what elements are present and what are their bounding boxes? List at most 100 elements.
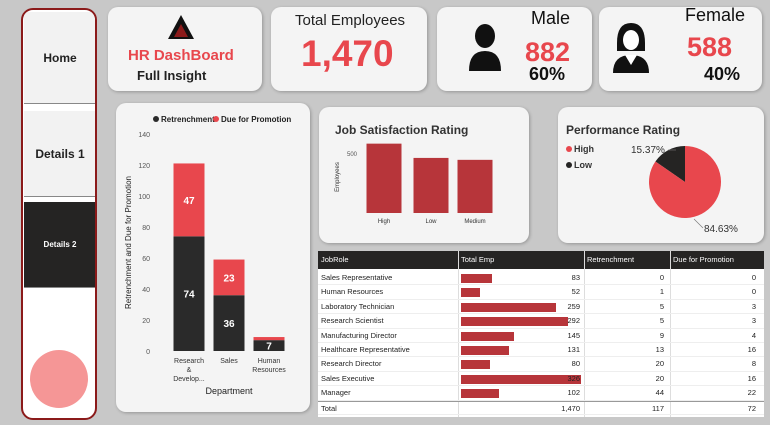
cell-retrenchment: 117 xyxy=(652,403,664,413)
pie-slice[interactable] xyxy=(655,146,685,182)
total-emp-bar xyxy=(461,331,515,341)
table-header: JobRole Total Emp Retrenchment Due for P… xyxy=(318,251,764,269)
table-row[interactable]: Research Director 80 20 8 xyxy=(318,357,764,372)
bar[interactable] xyxy=(413,157,449,213)
bar-segment[interactable] xyxy=(213,259,245,296)
cell-jobrole: Research Scientist xyxy=(321,316,384,326)
performance-card: Performance Rating High Low 15.37% 84.63% xyxy=(558,107,764,243)
legend-swatch xyxy=(566,146,572,152)
nav-home[interactable]: Home xyxy=(24,12,95,104)
header-total-emp[interactable]: Total Emp xyxy=(461,255,495,264)
total-emp-bar xyxy=(461,302,557,312)
header-retrenchment[interactable]: Retrenchment xyxy=(587,255,635,264)
table-total-row[interactable]: Total 1,470 117 72 xyxy=(318,400,764,415)
cell-retrenchment: 13 xyxy=(655,345,664,354)
bar-segment[interactable] xyxy=(173,236,205,351)
nav-circle-button[interactable] xyxy=(30,350,88,408)
pie-leader-line xyxy=(693,218,704,229)
data-label: 36 xyxy=(223,319,235,330)
y-tick-label: 20 xyxy=(142,318,150,325)
cell-total-emp: 52 xyxy=(571,287,580,297)
pie-label: 84.63% xyxy=(704,224,738,235)
nav-details-1[interactable]: Details 1 xyxy=(24,111,95,197)
table-row[interactable]: Manager 102 44 22 xyxy=(318,386,764,401)
performance-pie-chart: High Low 15.37% 84.63% xyxy=(566,144,738,235)
y-tick-label: 60 xyxy=(142,256,150,263)
y-tick-label: 140 xyxy=(138,132,150,139)
y-tick-label: 40 xyxy=(142,287,150,294)
cell-due-promotion: 16 xyxy=(747,373,756,383)
total-emp-bar xyxy=(461,288,481,298)
total-employees-card: Total Employees 1,470 xyxy=(271,7,427,91)
legend-label[interactable]: Low xyxy=(574,160,593,170)
female-value: 588 xyxy=(687,32,733,62)
cell-due-promotion: 8 xyxy=(751,359,756,369)
cell-retrenchment: 0 xyxy=(659,273,664,282)
pie-slice[interactable] xyxy=(649,146,721,219)
table-row[interactable]: Sales Executive 326 20 16 xyxy=(318,372,764,387)
female-title: Female xyxy=(685,5,746,25)
table-row[interactable]: Human Resources 52 1 0 xyxy=(318,285,764,300)
legend-label[interactable]: Retrenchment xyxy=(161,115,215,124)
bar[interactable] xyxy=(457,159,493,213)
total-employees-title: Total Employees xyxy=(295,12,406,29)
bar-segment[interactable] xyxy=(173,163,205,237)
y-tick-label: 0 xyxy=(146,349,150,356)
legend-label[interactable]: High xyxy=(574,144,594,154)
table-row[interactable]: Laboratory Technician 259 5 3 xyxy=(318,300,764,315)
total-emp-bar xyxy=(461,317,569,327)
table-row[interactable]: Research Scientist 292 5 3 xyxy=(318,314,764,329)
cell-total-emp: 102 xyxy=(567,388,580,398)
bar-segment[interactable] xyxy=(213,295,245,351)
x-tick-label: Resources xyxy=(252,367,286,374)
cell-jobrole: Laboratory Technician xyxy=(321,301,395,311)
y-tick-label: 100 xyxy=(138,194,150,201)
x-tick-label: & xyxy=(187,367,192,374)
table-row[interactable]: Manufacturing Director 145 9 4 xyxy=(318,329,764,343)
header-jobrole[interactable]: JobRole xyxy=(321,255,349,264)
cell-due-promotion: 16 xyxy=(747,345,756,354)
cell-total-emp: 83 xyxy=(571,273,580,282)
male-card: Male 882 60% xyxy=(437,7,592,91)
data-label: 47 xyxy=(183,196,195,207)
cell-retrenchment: 5 xyxy=(659,301,664,311)
total-employees-value: 1,470 xyxy=(301,33,394,74)
total-emp-bar xyxy=(461,274,492,283)
cell-total-emp: 131 xyxy=(567,345,580,354)
cell-due-promotion: 3 xyxy=(751,316,756,326)
x-tick-label: Develop... xyxy=(173,376,205,383)
cell-retrenchment: 20 xyxy=(655,373,664,383)
total-emp-bar xyxy=(461,346,510,355)
job-satisfaction-card: Job Satisfaction Rating Employees 500 High… xyxy=(319,107,529,243)
x-axis-label: Department xyxy=(205,386,253,396)
total-emp-bar xyxy=(461,374,581,384)
cell-jobrole: Healthcare Representative xyxy=(321,345,410,354)
brand-card: HR DashBoard Full Insight xyxy=(108,7,262,91)
x-tick-label: Low xyxy=(425,219,437,225)
cell-retrenchment: 44 xyxy=(655,388,664,398)
brand-subtitle: Full Insight xyxy=(137,68,207,83)
header-due-promotion[interactable]: Due for Promotion xyxy=(673,255,734,264)
nav-home-label: Home xyxy=(43,50,77,65)
male-person-icon xyxy=(469,24,501,71)
table-row[interactable]: Healthcare Representative 131 13 16 xyxy=(318,343,764,358)
cell-retrenchment: 20 xyxy=(655,359,664,369)
bar-segment[interactable] xyxy=(253,337,285,341)
brand-title: HR DashBoard xyxy=(128,47,234,64)
job-satisfaction-bar-chart: Employees 500 High Low Medium xyxy=(335,143,493,225)
cell-jobrole: Research Director xyxy=(321,359,382,369)
x-tick-label: Research xyxy=(174,358,204,365)
x-tick-label: Human xyxy=(258,358,281,365)
legend-label[interactable]: Due for Promotion xyxy=(221,115,291,124)
y-tick-label: 80 xyxy=(142,225,150,232)
col-divider xyxy=(458,251,459,417)
table-row[interactable]: Sales Representative 83 0 0 xyxy=(318,271,764,286)
cell-total-emp: 259 xyxy=(567,301,580,311)
cell-total-emp: 326 xyxy=(567,373,580,383)
male-pct: 60% xyxy=(529,64,566,84)
nav-details-2[interactable]: Details 2 xyxy=(24,202,95,288)
bar-segment[interactable] xyxy=(253,340,285,351)
male-title: Male xyxy=(531,8,571,28)
bar[interactable] xyxy=(366,143,402,213)
cell-due-promotion: 0 xyxy=(751,287,756,297)
